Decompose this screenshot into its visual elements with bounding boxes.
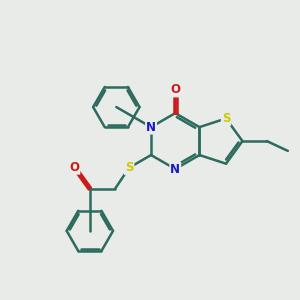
Text: S: S	[222, 112, 230, 125]
Text: N: N	[146, 121, 156, 134]
Text: O: O	[170, 83, 180, 97]
Text: S: S	[125, 161, 134, 174]
Text: O: O	[69, 161, 80, 174]
Text: N: N	[170, 163, 180, 176]
